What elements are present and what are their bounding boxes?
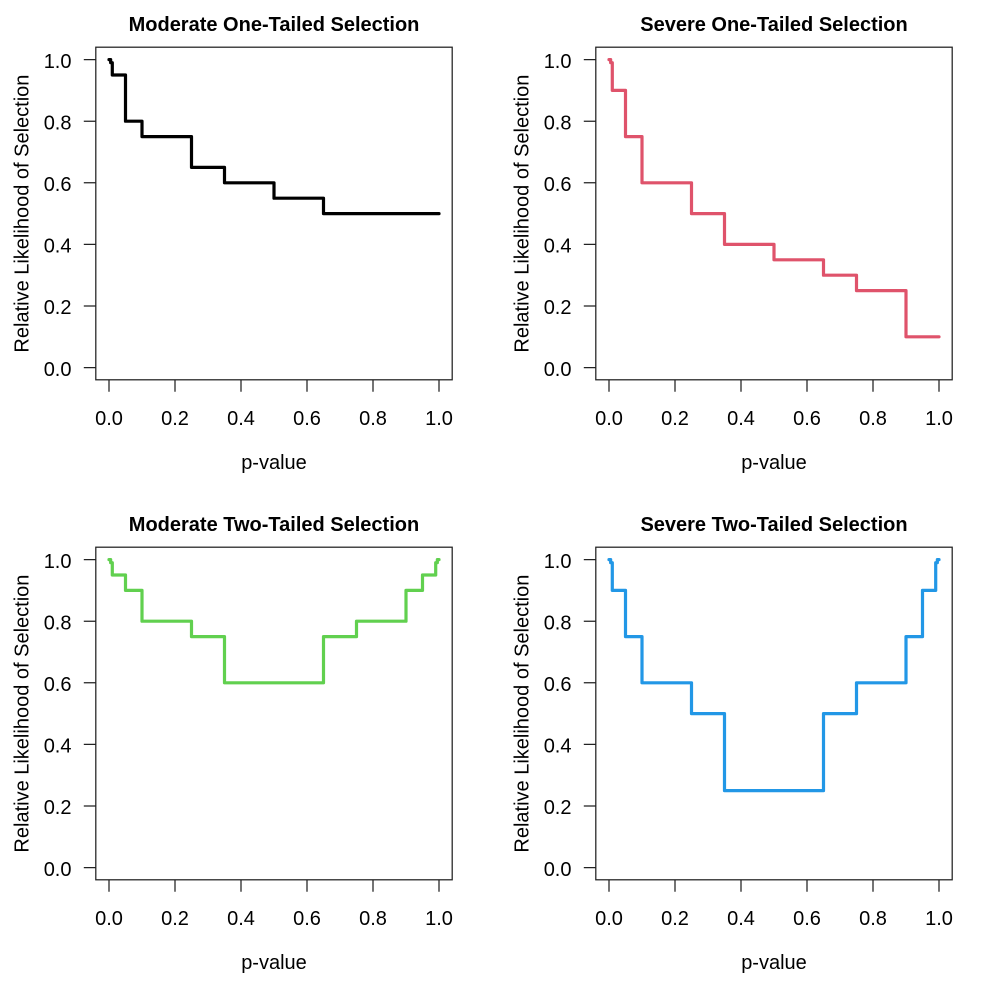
svg-text:0.2: 0.2 <box>544 297 572 319</box>
svg-text:0.0: 0.0 <box>95 908 123 930</box>
svg-text:0.0: 0.0 <box>595 408 623 430</box>
svg-text:0.0: 0.0 <box>544 359 572 381</box>
svg-text:0.6: 0.6 <box>544 674 572 696</box>
svg-text:0.0: 0.0 <box>595 908 623 930</box>
svg-text:Relative Likelihood of Selecti: Relative Likelihood of Selection <box>512 575 534 853</box>
svg-text:Severe One-Tailed Selection: Severe One-Tailed Selection <box>640 14 908 36</box>
svg-text:Moderate Two-Tailed Selection: Moderate Two-Tailed Selection <box>129 514 419 536</box>
svg-text:0.8: 0.8 <box>544 112 572 134</box>
svg-text:0.4: 0.4 <box>727 408 755 430</box>
svg-text:0.4: 0.4 <box>544 736 572 758</box>
svg-text:0.2: 0.2 <box>44 797 72 819</box>
svg-text:0.8: 0.8 <box>859 408 887 430</box>
svg-text:p-value: p-value <box>241 452 307 474</box>
svg-text:0.4: 0.4 <box>227 908 255 930</box>
svg-text:Severe Two-Tailed Selection: Severe Two-Tailed Selection <box>640 514 907 536</box>
svg-text:1.0: 1.0 <box>925 908 953 930</box>
svg-text:0.6: 0.6 <box>44 174 72 196</box>
svg-text:1.0: 1.0 <box>544 551 572 573</box>
svg-text:Relative Likelihood of Selecti: Relative Likelihood of Selection <box>512 75 534 353</box>
svg-text:p-value: p-value <box>241 952 307 974</box>
svg-text:1.0: 1.0 <box>925 408 953 430</box>
svg-text:0.2: 0.2 <box>544 797 572 819</box>
svg-text:0.6: 0.6 <box>793 908 821 930</box>
svg-text:0.6: 0.6 <box>793 408 821 430</box>
svg-text:1.0: 1.0 <box>44 51 72 73</box>
svg-text:0.2: 0.2 <box>161 908 189 930</box>
svg-text:0.6: 0.6 <box>293 408 321 430</box>
svg-text:0.0: 0.0 <box>95 408 123 430</box>
svg-text:p-value: p-value <box>741 452 807 474</box>
svg-text:0.8: 0.8 <box>359 908 387 930</box>
svg-text:0.4: 0.4 <box>44 736 72 758</box>
svg-text:0.4: 0.4 <box>544 236 572 258</box>
svg-text:Moderate One-Tailed Selection: Moderate One-Tailed Selection <box>129 14 420 36</box>
svg-text:0.0: 0.0 <box>44 859 72 881</box>
svg-text:1.0: 1.0 <box>44 551 72 573</box>
svg-text:0.6: 0.6 <box>44 674 72 696</box>
svg-text:0.8: 0.8 <box>44 612 72 634</box>
svg-text:0.6: 0.6 <box>293 908 321 930</box>
svg-text:0.0: 0.0 <box>544 859 572 881</box>
svg-text:0.2: 0.2 <box>161 408 189 430</box>
svg-text:1.0: 1.0 <box>425 908 453 930</box>
svg-text:0.2: 0.2 <box>661 908 689 930</box>
svg-text:0.2: 0.2 <box>661 408 689 430</box>
svg-text:0.4: 0.4 <box>727 908 755 930</box>
svg-text:0.8: 0.8 <box>359 408 387 430</box>
svg-text:Relative Likelihood of Selecti: Relative Likelihood of Selection <box>12 75 34 353</box>
svg-text:0.8: 0.8 <box>544 612 572 634</box>
svg-text:0.2: 0.2 <box>44 297 72 319</box>
svg-text:1.0: 1.0 <box>425 408 453 430</box>
svg-text:0.4: 0.4 <box>44 236 72 258</box>
svg-text:0.4: 0.4 <box>227 408 255 430</box>
svg-text:p-value: p-value <box>741 952 807 974</box>
svg-text:Relative Likelihood of Selecti: Relative Likelihood of Selection <box>12 575 34 853</box>
svg-text:0.8: 0.8 <box>44 112 72 134</box>
svg-text:0.8: 0.8 <box>859 908 887 930</box>
svg-text:0.0: 0.0 <box>44 359 72 381</box>
svg-text:0.6: 0.6 <box>544 174 572 196</box>
svg-text:1.0: 1.0 <box>544 51 572 73</box>
